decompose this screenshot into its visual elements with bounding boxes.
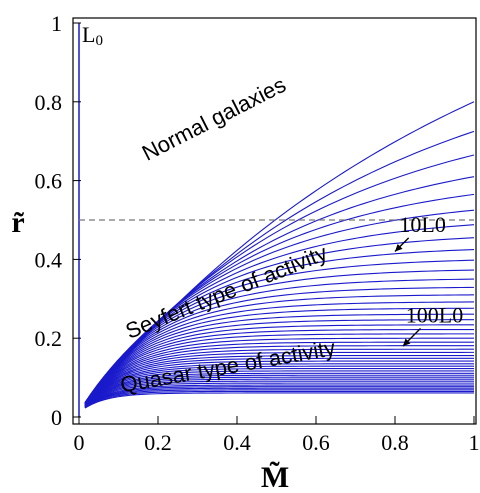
- curve-23: [84, 345, 474, 405]
- annotation-4: 100L0: [406, 302, 463, 327]
- curve-19: [84, 328, 475, 404]
- curve-24: [84, 348, 474, 405]
- curve-39: [84, 384, 474, 408]
- curve-33: [84, 372, 474, 406]
- x-tick-label-0: 0: [74, 430, 85, 455]
- curve-36: [84, 378, 474, 407]
- curve-30: [84, 365, 474, 406]
- curve-43: [84, 390, 474, 409]
- x-tick-label-1: 0.2: [144, 430, 172, 455]
- annotation-arrowhead-4: [402, 338, 411, 347]
- curve-29: [84, 363, 474, 406]
- l0-subscript: 0: [95, 33, 103, 49]
- y-tick-label-2: 0.4: [35, 247, 63, 272]
- curve-44: [84, 392, 474, 409]
- curve-15: [84, 307, 475, 404]
- plot-frame: [72, 17, 477, 425]
- y-axis-label: r̃: [11, 206, 24, 239]
- curve-41: [84, 387, 474, 408]
- y-tick-label-5: 1: [51, 11, 62, 36]
- curve-18: [84, 324, 475, 404]
- curve-37: [84, 380, 474, 407]
- curve-17: [84, 319, 475, 404]
- y-tick-label-1: 0.2: [35, 326, 63, 351]
- curve-group: [84, 101, 475, 409]
- annotation-1: Seyfert type of activity: [122, 240, 331, 344]
- curve-35: [84, 376, 474, 407]
- curve-12: [84, 286, 475, 404]
- annotation-3: 10L0: [399, 212, 445, 237]
- l0-label: L0: [82, 22, 103, 49]
- x-axis-ticks: 0 0.2 0.4 0.6 0.8 1: [74, 416, 480, 455]
- y-axis-ticks: 0 0.2 0.4 0.6 0.8 1: [35, 11, 81, 430]
- y-tick-label-0: 0: [51, 405, 62, 430]
- curve-16: [84, 313, 475, 404]
- curve-38: [84, 382, 474, 408]
- curve-21: [84, 337, 474, 404]
- curve-28: [84, 360, 474, 405]
- curve-27: [84, 357, 474, 405]
- curve-14: [84, 301, 475, 404]
- y-tick-label-4: 0.8: [35, 90, 63, 115]
- annotation-0: Normal galaxies: [138, 72, 290, 166]
- curve-9: [84, 259, 475, 404]
- curve-8: [84, 249, 475, 404]
- curve-42: [84, 389, 474, 409]
- x-tick-label-5: 1: [469, 430, 480, 455]
- y-tick-label-3: 0.6: [35, 169, 63, 194]
- curve-40: [84, 386, 474, 408]
- curve-7: [84, 237, 475, 404]
- curve-10: [84, 269, 475, 404]
- x-axis-label: M̃: [261, 461, 289, 493]
- curve-34: [84, 374, 474, 407]
- curve-25: [84, 351, 474, 405]
- curve-31: [84, 367, 474, 406]
- curve-13: [84, 294, 475, 404]
- x-tick-label-2: 0.4: [223, 430, 251, 455]
- curve-11: [84, 278, 475, 404]
- x-tick-label-3: 0.6: [302, 430, 330, 455]
- curve-32: [84, 370, 474, 406]
- x-tick-label-4: 0.8: [381, 430, 409, 455]
- curve-20: [84, 333, 474, 404]
- curve-26: [84, 354, 474, 405]
- annotation-arrowhead-3: [395, 243, 403, 252]
